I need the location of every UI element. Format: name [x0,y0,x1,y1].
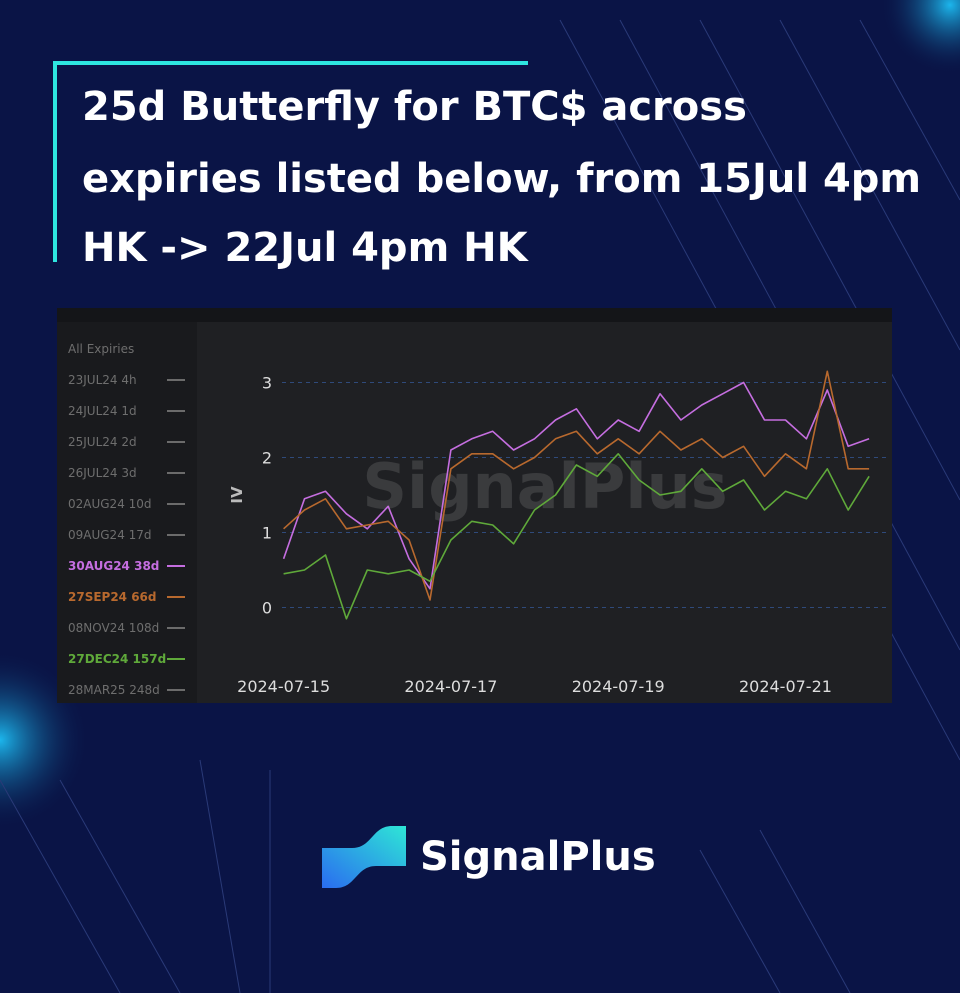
title-frame [53,61,528,262]
title-line: HK -> 22Jul 4pm HK [82,225,530,271]
y-tick-label: 0 [262,599,272,618]
sidebar [57,322,197,703]
x-tick-label: 2024-07-19 [572,677,665,696]
title-line: expiries listed below, from 15Jul 4pm [82,156,921,202]
series-line [283,370,870,601]
legend-label: 24JUL24 1d [68,404,137,418]
brand: SignalPlus [420,834,656,880]
sidebar-header: All Expiries [68,342,134,356]
legend-label: 23JUL24 4h [68,373,137,387]
y-tick-label: 1 [262,524,272,543]
logo-icon [322,826,406,888]
x-tick-label: 2024-07-15 [237,677,330,696]
legend-label: 28MAR25 248d [68,683,160,697]
y-tick-label: 3 [262,374,272,393]
decor-lines [0,19,960,993]
series-line [282,381,870,590]
y-axis-label: IV [228,486,246,504]
series-line [283,453,870,620]
panel-top [57,308,892,322]
legend-label: 27SEP24 66d [68,590,157,604]
title: 25d Butterfly for BTC$ across expiries l… [82,84,921,271]
legend-label: 09AUG24 17d [68,528,152,542]
y-tick-label: 2 [262,449,272,468]
legend-label: 26JUL24 3d [68,466,137,480]
legend-label: 02AUG24 10d [68,497,152,511]
legend-label: 27DEC24 157d [68,652,166,666]
legend-label: 08NOV24 108d [68,621,159,635]
legend-label: 25JUL24 2d [68,435,137,449]
x-tick-label: 2024-07-21 [739,677,832,696]
glow [880,0,960,75]
x-tick-label: 2024-07-17 [404,677,497,696]
legend-label: 30AUG24 38d [68,559,159,573]
watermark: SignalPlus [362,450,727,523]
title-line: 25d Butterfly for BTC$ across [82,84,747,130]
